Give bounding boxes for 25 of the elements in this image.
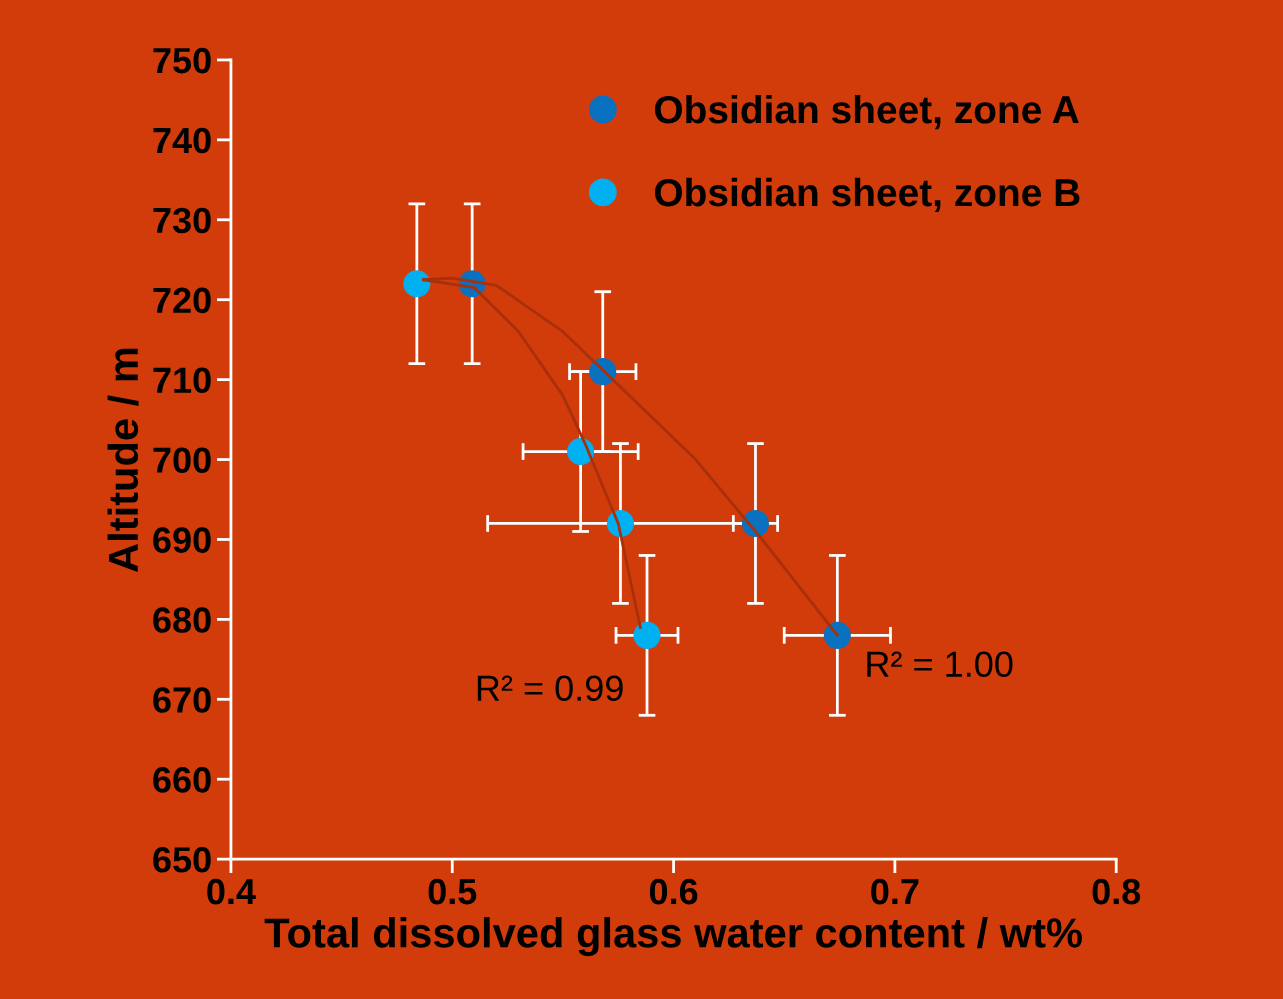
- x-tick-label: 0.6: [649, 878, 698, 905]
- point: [403, 270, 431, 298]
- annotation: R² = 0.99: [477, 675, 623, 701]
- legend-label: Obsidian sheet, zone A: [654, 94, 1079, 130]
- y-tick-label: 700: [153, 447, 211, 473]
- y-tick-label: 680: [153, 607, 211, 633]
- y-tick-label: 690: [153, 527, 211, 553]
- x-tick-label: 0.4: [207, 878, 256, 905]
- x-tick-label: 0.5: [428, 878, 477, 905]
- y-tick-label: 750: [153, 47, 211, 74]
- y-tick-label: 660: [153, 767, 211, 793]
- y-tick-label: 720: [153, 287, 211, 314]
- point: [823, 621, 851, 649]
- annotation: R² = 1.00: [867, 651, 1013, 678]
- x-axis-title: Total dissolved glass water content / wt%: [264, 917, 1082, 957]
- x-tick-label: 0.7: [871, 878, 919, 905]
- point: [633, 621, 661, 649]
- y-tick-label: 730: [153, 207, 211, 234]
- y-axis-title: Altitude / m: [107, 348, 139, 572]
- y-tick-label: 710: [153, 367, 211, 394]
- y-tick-label: 670: [153, 687, 211, 713]
- y-tick-label: 650: [153, 847, 211, 873]
- y-tick-label: 740: [153, 127, 211, 154]
- legend-label: Obsidian sheet, zone B: [654, 177, 1080, 213]
- x-tick-label: 0.8: [1092, 878, 1141, 905]
